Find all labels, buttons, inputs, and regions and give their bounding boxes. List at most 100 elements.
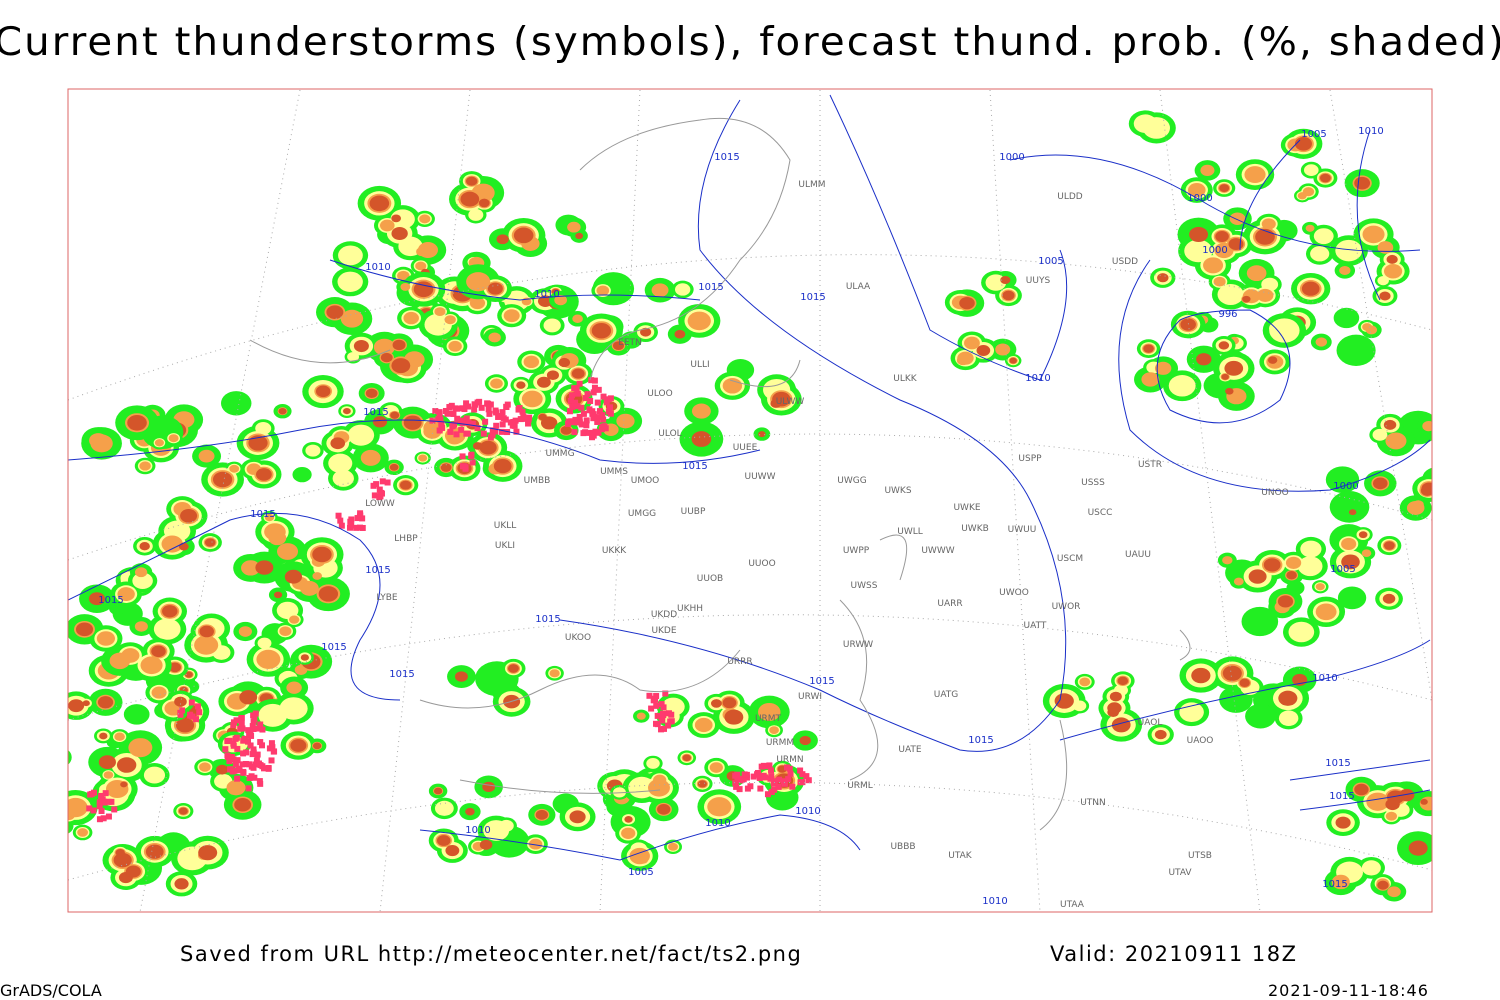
shade-cell	[415, 261, 427, 271]
storm-symbol	[764, 791, 771, 798]
shade-cell	[508, 664, 519, 673]
storm-symbol	[525, 420, 532, 427]
storm-symbol	[590, 415, 597, 422]
storm-symbol	[489, 432, 496, 439]
storm-symbol	[512, 417, 519, 424]
storm-symbol	[224, 738, 231, 745]
shade-cell	[1245, 703, 1276, 729]
storm-symbol	[660, 711, 667, 718]
shade-cell	[121, 648, 140, 663]
shade-cell	[154, 439, 164, 447]
shade-cell	[400, 480, 412, 490]
station-label: EETN	[618, 338, 642, 348]
shade-cell	[1341, 537, 1357, 551]
isobar-label: 1015	[389, 669, 414, 680]
shade-cell	[258, 703, 288, 727]
storm-symbol	[747, 783, 754, 790]
station-label: USCC	[1088, 508, 1113, 518]
shade-cell	[326, 305, 344, 319]
storm-symbol	[436, 410, 443, 417]
shade-cell	[1221, 373, 1229, 380]
software-credit: GrADS/COLA	[0, 981, 102, 1000]
isobar-label: 1010	[365, 262, 390, 273]
shade-cell	[1382, 593, 1396, 604]
storm-symbol	[447, 428, 454, 435]
isobar-label: 1010	[1025, 373, 1050, 384]
shade-cell	[1184, 239, 1213, 263]
storm-symbol	[495, 413, 502, 420]
coastline	[249, 117, 1191, 831]
storm-symbol	[578, 421, 585, 428]
shade-cell	[120, 781, 128, 788]
shade-cell	[1233, 577, 1244, 586]
shade-cell	[162, 605, 178, 618]
storm-symbol	[661, 725, 668, 732]
storm-symbol	[384, 479, 391, 486]
shade-cell	[546, 370, 559, 381]
shade-cell	[549, 669, 560, 678]
isobar	[1289, 759, 1431, 811]
station-label: LOWW	[365, 499, 395, 509]
storm-symbol	[235, 765, 242, 772]
storm-symbol	[573, 385, 580, 392]
storm-symbol	[232, 735, 239, 742]
storm-symbol	[599, 412, 606, 419]
shade-cell	[537, 376, 551, 388]
shade-cell	[1228, 238, 1244, 251]
station-label: UWPP	[843, 546, 870, 556]
storm-symbol	[805, 777, 812, 784]
storm-symbol	[584, 391, 591, 398]
shade-cell	[1229, 212, 1246, 226]
shade-cell	[657, 804, 671, 815]
storm-symbol	[605, 408, 612, 415]
shade-cell	[347, 351, 360, 362]
storm-symbol	[486, 410, 493, 417]
shade-cell	[1387, 886, 1401, 898]
station-label: USTR	[1138, 460, 1162, 470]
graticule	[68, 89, 1432, 912]
storm-symbol	[784, 764, 791, 771]
shade-cell	[490, 378, 503, 389]
shade-cell	[1335, 816, 1351, 829]
isobar-label: 1015	[98, 595, 123, 606]
shade-cell	[1079, 677, 1091, 687]
map-frame	[67, 88, 1433, 913]
shade-cell	[153, 618, 181, 640]
storm-symbol	[653, 693, 660, 700]
shade-cell	[114, 732, 125, 741]
storm-symbol	[596, 408, 603, 415]
station-label: UMGG	[628, 509, 656, 519]
shade-cell	[400, 282, 411, 291]
shade-cell	[103, 771, 114, 779]
storm-symbol	[238, 714, 245, 721]
storm-symbol	[243, 749, 250, 756]
storm-symbol	[739, 775, 746, 782]
storm-symbol	[101, 799, 108, 806]
isobar-label: 1010	[795, 806, 820, 817]
shade-cell	[543, 318, 561, 333]
shade-cell	[1200, 164, 1215, 177]
shade-cell	[391, 226, 408, 241]
shade-cell	[1297, 556, 1323, 577]
storm-symbol	[776, 776, 783, 783]
station-label: USPP	[1018, 454, 1042, 464]
shade-cell	[97, 696, 114, 709]
shade-cell	[391, 358, 411, 374]
shade-cell	[132, 572, 153, 590]
storm-symbol	[194, 703, 201, 710]
shade-cell	[255, 468, 272, 481]
storm-symbol	[234, 775, 241, 782]
station-label: UKDE	[651, 626, 676, 636]
shade-cell	[68, 809, 76, 821]
storm-symbol	[668, 718, 675, 725]
shade-cell	[440, 463, 452, 472]
storm-symbol	[587, 398, 594, 405]
shade-cell	[482, 781, 496, 792]
storm-symbol	[659, 717, 666, 724]
shade-cell	[140, 656, 163, 675]
shade-cell	[390, 209, 415, 229]
station-label: ULLI	[690, 360, 709, 370]
shade-cell	[51, 752, 65, 764]
shade-cell	[226, 780, 246, 796]
shade-cell	[1218, 341, 1230, 350]
